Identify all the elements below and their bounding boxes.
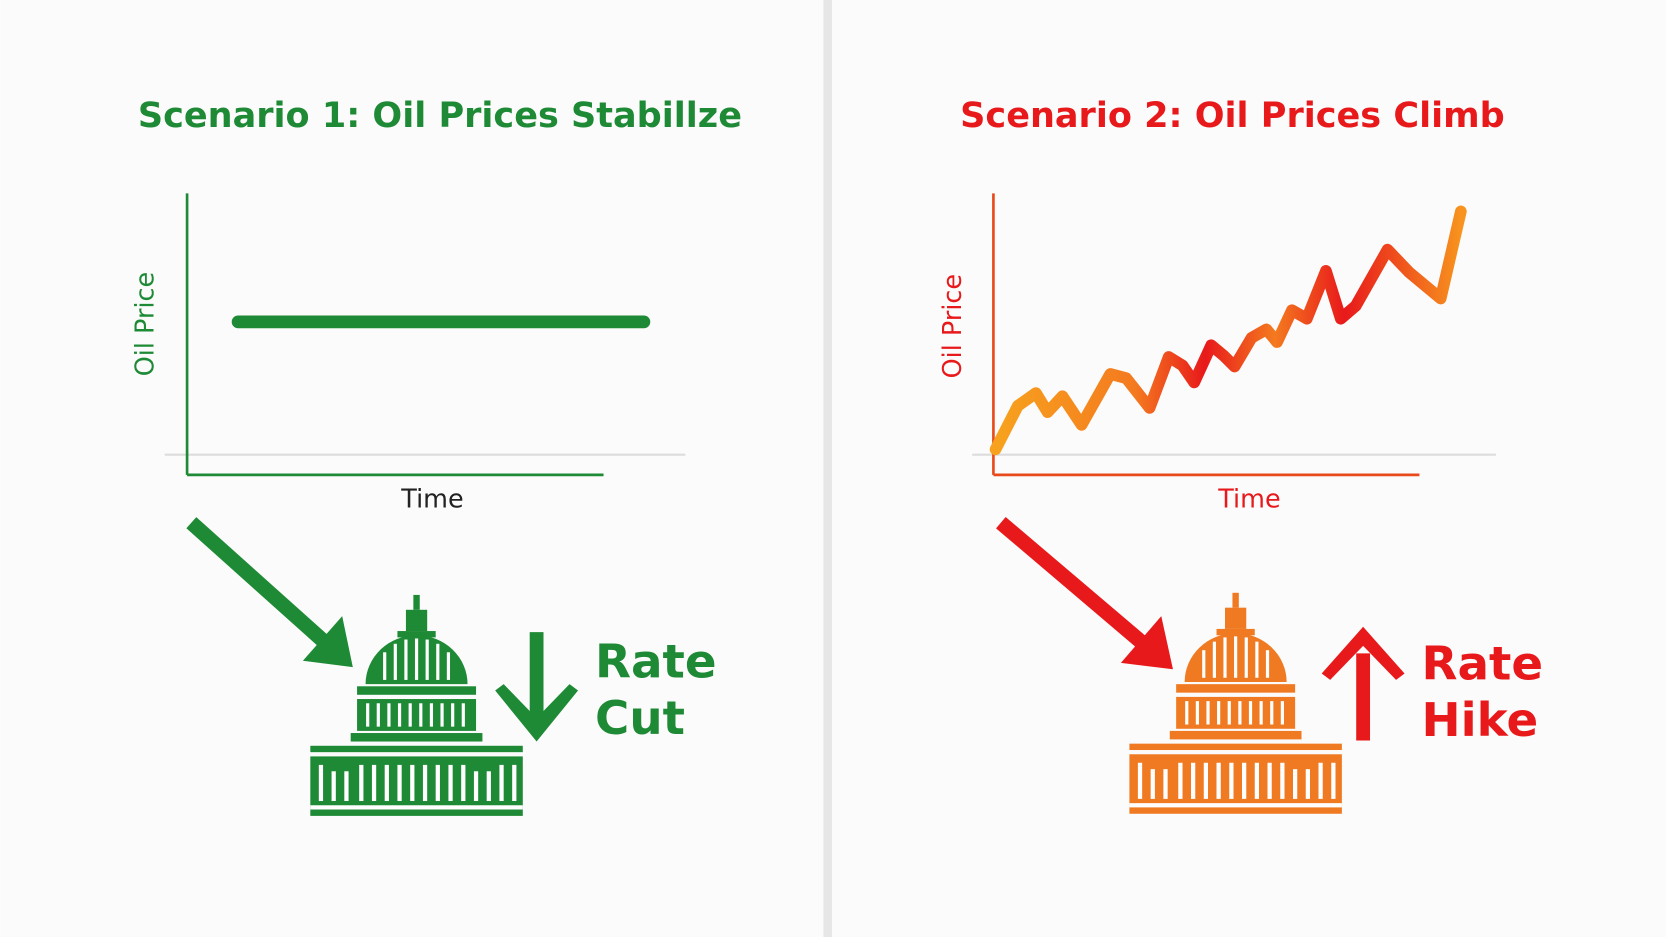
y-axis-label: Oil Price — [938, 274, 968, 379]
panel-title: Scenario 2: Oil Prices Climb — [960, 95, 1505, 136]
outcome-line: Hike — [1422, 694, 1539, 748]
outcome-line: Rate — [595, 636, 717, 690]
arrow-head — [302, 616, 353, 668]
arrow — [996, 517, 1147, 649]
outcome-line: Rate — [1422, 638, 1544, 692]
panel-climb: Scenario 2: Oil Prices Climb Oil Price T… — [938, 95, 1543, 814]
x-axis-label: Time — [400, 484, 463, 514]
y-axis-label: Oil Price — [131, 272, 161, 377]
up-arrow-head — [1321, 626, 1405, 680]
arrow — [186, 517, 330, 648]
price-line — [989, 205, 1467, 456]
divider — [823, 0, 832, 937]
arrow-head — [1120, 616, 1173, 670]
x-axis-label: Time — [1217, 484, 1280, 514]
panel-stabilize: Scenario 1: Oil Prices Stabillze Oil Pri… — [131, 95, 742, 816]
panel-title: Scenario 1: Oil Prices Stabillze — [138, 95, 742, 136]
outcome-line: Cut — [595, 692, 685, 746]
down-arrow-head — [495, 684, 579, 742]
